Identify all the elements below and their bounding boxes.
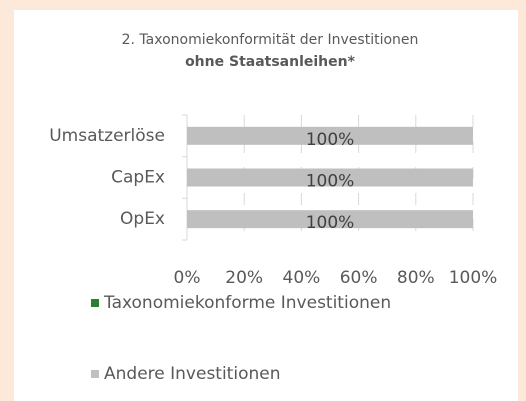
x-tick-label: 60% (340, 268, 378, 288)
x-tick-label: 40% (283, 268, 321, 288)
x-tick-label: 80% (397, 268, 435, 288)
legend-swatch (91, 370, 99, 378)
bar (187, 210, 473, 229)
x-tick-label: 0% (174, 268, 201, 288)
bar (187, 126, 473, 145)
y-tick-label: CapEx (111, 168, 165, 188)
legend-label: Andere Investitionen (104, 364, 280, 384)
bar (187, 168, 473, 187)
legend-swatch (91, 299, 99, 307)
data-label: 100% (306, 172, 355, 192)
y-tick-label: Umsatzerlöse (49, 126, 165, 146)
data-label: 100% (306, 213, 355, 233)
chart-title: 2. Taxonomiekonformität der Investitione… (122, 32, 419, 48)
data-label: 100% (306, 130, 355, 150)
chart-subtitle: ohne Staatsanleihen* (185, 54, 356, 70)
x-tick-label: 100% (449, 268, 498, 288)
y-tick-label: OpEx (120, 209, 165, 229)
legend-label: Taxonomiekonforme Investitionen (103, 293, 391, 313)
chart-panel (14, 10, 518, 401)
x-tick-label: 20% (225, 268, 263, 288)
